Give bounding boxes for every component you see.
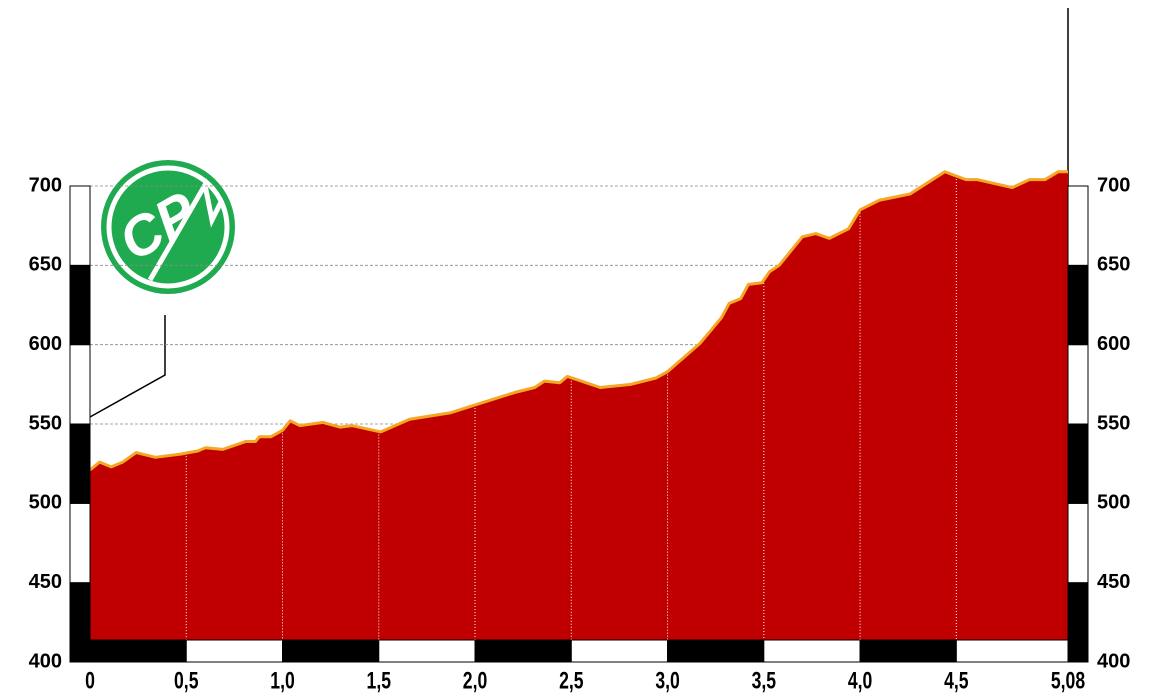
side-band: [69, 502, 91, 584]
x-tick-label: 0: [85, 668, 95, 694]
bottom-band: [667, 639, 765, 663]
x-tick-label: 4,0: [848, 668, 872, 694]
side-band: [1067, 423, 1089, 504]
side-band: [69, 344, 91, 425]
profile-line: [89, 170, 1068, 472]
y-tick-label: 550: [29, 412, 62, 434]
area-fill: [90, 171, 1068, 640]
logo-leader: [89, 315, 166, 418]
y-tick-label: 650: [29, 254, 62, 276]
bottom-band: [282, 639, 380, 663]
side-band: [69, 185, 91, 266]
y2-tick-label: 400: [1097, 650, 1130, 672]
side-band: [69, 264, 91, 346]
x-tick-label: 1,5: [367, 668, 392, 694]
x-tick-label: 3,5: [752, 668, 777, 694]
bottom-band-edge: [70, 640, 90, 662]
x-tick-label: 0,5: [174, 668, 199, 694]
side-band: [1067, 264, 1089, 346]
bottom-band: [89, 639, 187, 663]
y2-tick-label: 600: [1097, 333, 1130, 355]
logo: CP: [101, 160, 235, 294]
side-band: [1067, 185, 1089, 266]
side-band: [1067, 344, 1089, 425]
x-tick-label: 1,0: [270, 668, 294, 694]
y-tick-label: 500: [29, 492, 62, 514]
bottom-band: [763, 639, 861, 663]
y2-tick-label: 550: [1097, 412, 1130, 434]
y2-tick-label: 700: [1097, 174, 1130, 196]
bottom-band: [955, 639, 1069, 663]
x-tick-label: 3,0: [655, 668, 679, 694]
y-tick-label: 450: [29, 571, 62, 593]
y-tick-label: 700: [29, 174, 62, 196]
bottom-band: [474, 639, 572, 663]
x-tick-label: 2,5: [559, 668, 584, 694]
x-tick-label: 5,08: [1051, 668, 1085, 694]
y2-tick-label: 450: [1097, 571, 1130, 593]
x-tick-label: 4,5: [944, 668, 969, 694]
bottom-band: [570, 639, 669, 663]
logo-ring: [106, 165, 230, 289]
bottom-band: [378, 639, 476, 663]
y-tick-label: 400: [29, 650, 62, 672]
side-band: [1067, 502, 1089, 584]
logo-peak: [147, 178, 225, 282]
bottom-band: [859, 639, 957, 663]
y2-tick-label: 500: [1097, 492, 1130, 514]
x-tick-label: 2,0: [463, 668, 487, 694]
y2-tick-label: 650: [1097, 254, 1130, 276]
side-band: [69, 423, 91, 504]
bottom-band: [185, 639, 284, 663]
side-band: [1067, 582, 1089, 663]
y-tick-label: 600: [29, 333, 62, 355]
